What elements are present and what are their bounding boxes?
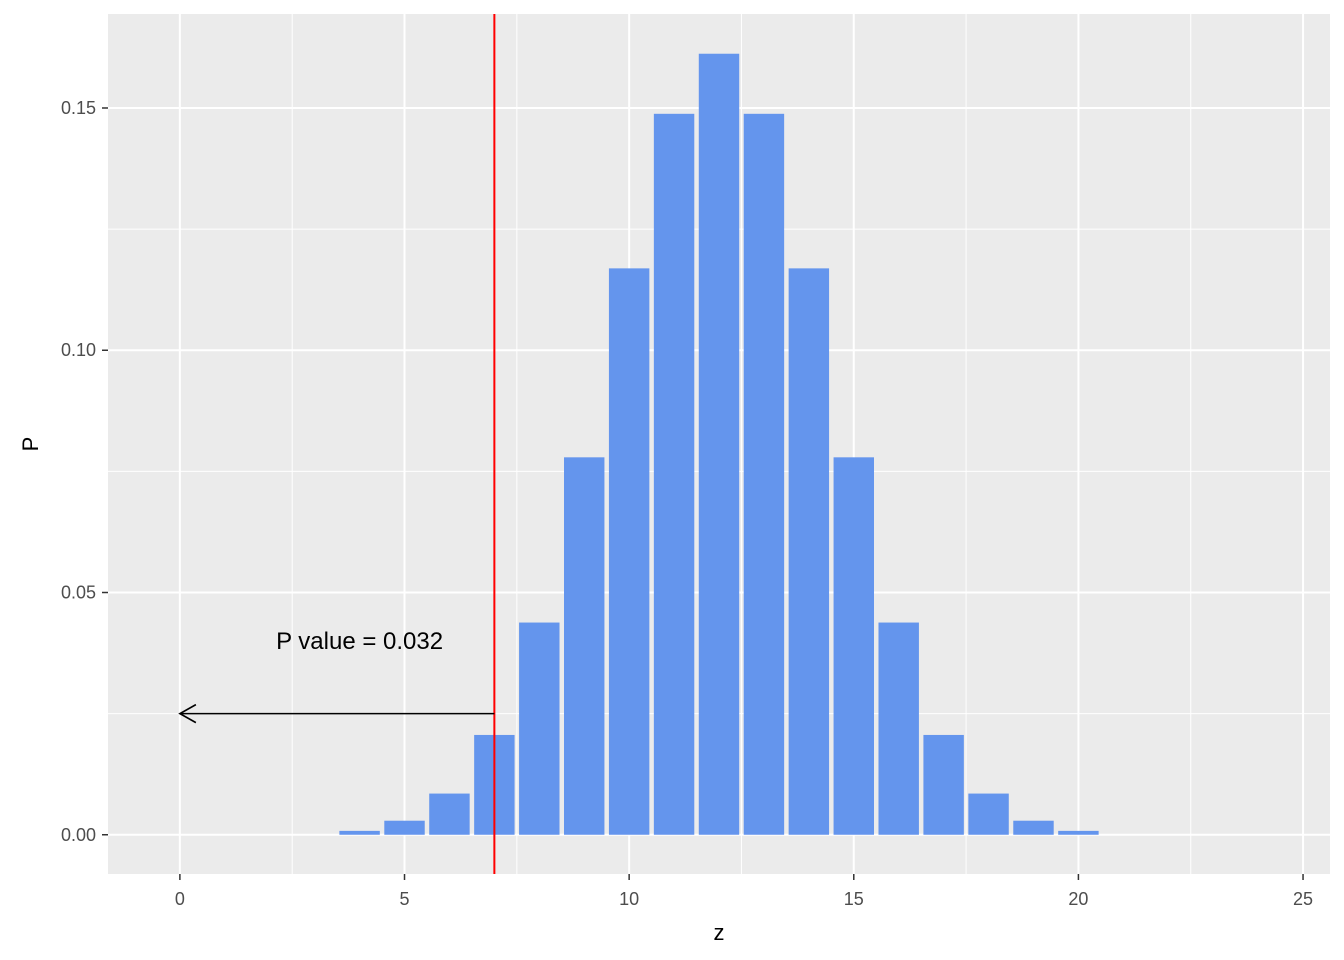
bar — [923, 734, 964, 835]
bar — [339, 830, 380, 835]
x-tick-label: 15 — [844, 889, 864, 909]
x-axis-title: z — [714, 920, 725, 945]
bar — [1058, 830, 1099, 835]
bar — [878, 622, 919, 835]
bars — [339, 53, 1099, 835]
x-tick-label: 5 — [400, 889, 410, 909]
bar — [833, 457, 874, 835]
y-axis: 0.00 0.05 0.10 0.15 — [61, 98, 108, 845]
bar — [743, 113, 785, 835]
bar — [429, 793, 470, 835]
y-tick-label: 0.10 — [61, 340, 96, 360]
bar — [564, 457, 605, 835]
x-tick-label: 10 — [619, 889, 639, 909]
y-axis-title: P — [18, 437, 43, 452]
bar — [1013, 820, 1054, 835]
y-tick-label: 0.05 — [61, 583, 96, 603]
bar — [698, 53, 740, 835]
bar — [788, 268, 830, 835]
bar — [968, 793, 1009, 835]
bar — [653, 113, 695, 835]
x-axis: 0 5 10 15 20 25 — [175, 874, 1313, 909]
x-tick-label: 0 — [175, 889, 185, 909]
bar — [384, 820, 425, 835]
overlays — [178, 14, 496, 874]
x-tick-label: 20 — [1068, 889, 1088, 909]
arrow-head — [178, 703, 197, 724]
x-tick-label: 25 — [1293, 889, 1313, 909]
y-tick-label: 0.00 — [61, 825, 96, 845]
bar — [608, 268, 650, 835]
y-tick-label: 0.15 — [61, 98, 96, 118]
p-value-annotation: P value = 0.032 — [276, 628, 443, 655]
bar — [519, 622, 560, 835]
